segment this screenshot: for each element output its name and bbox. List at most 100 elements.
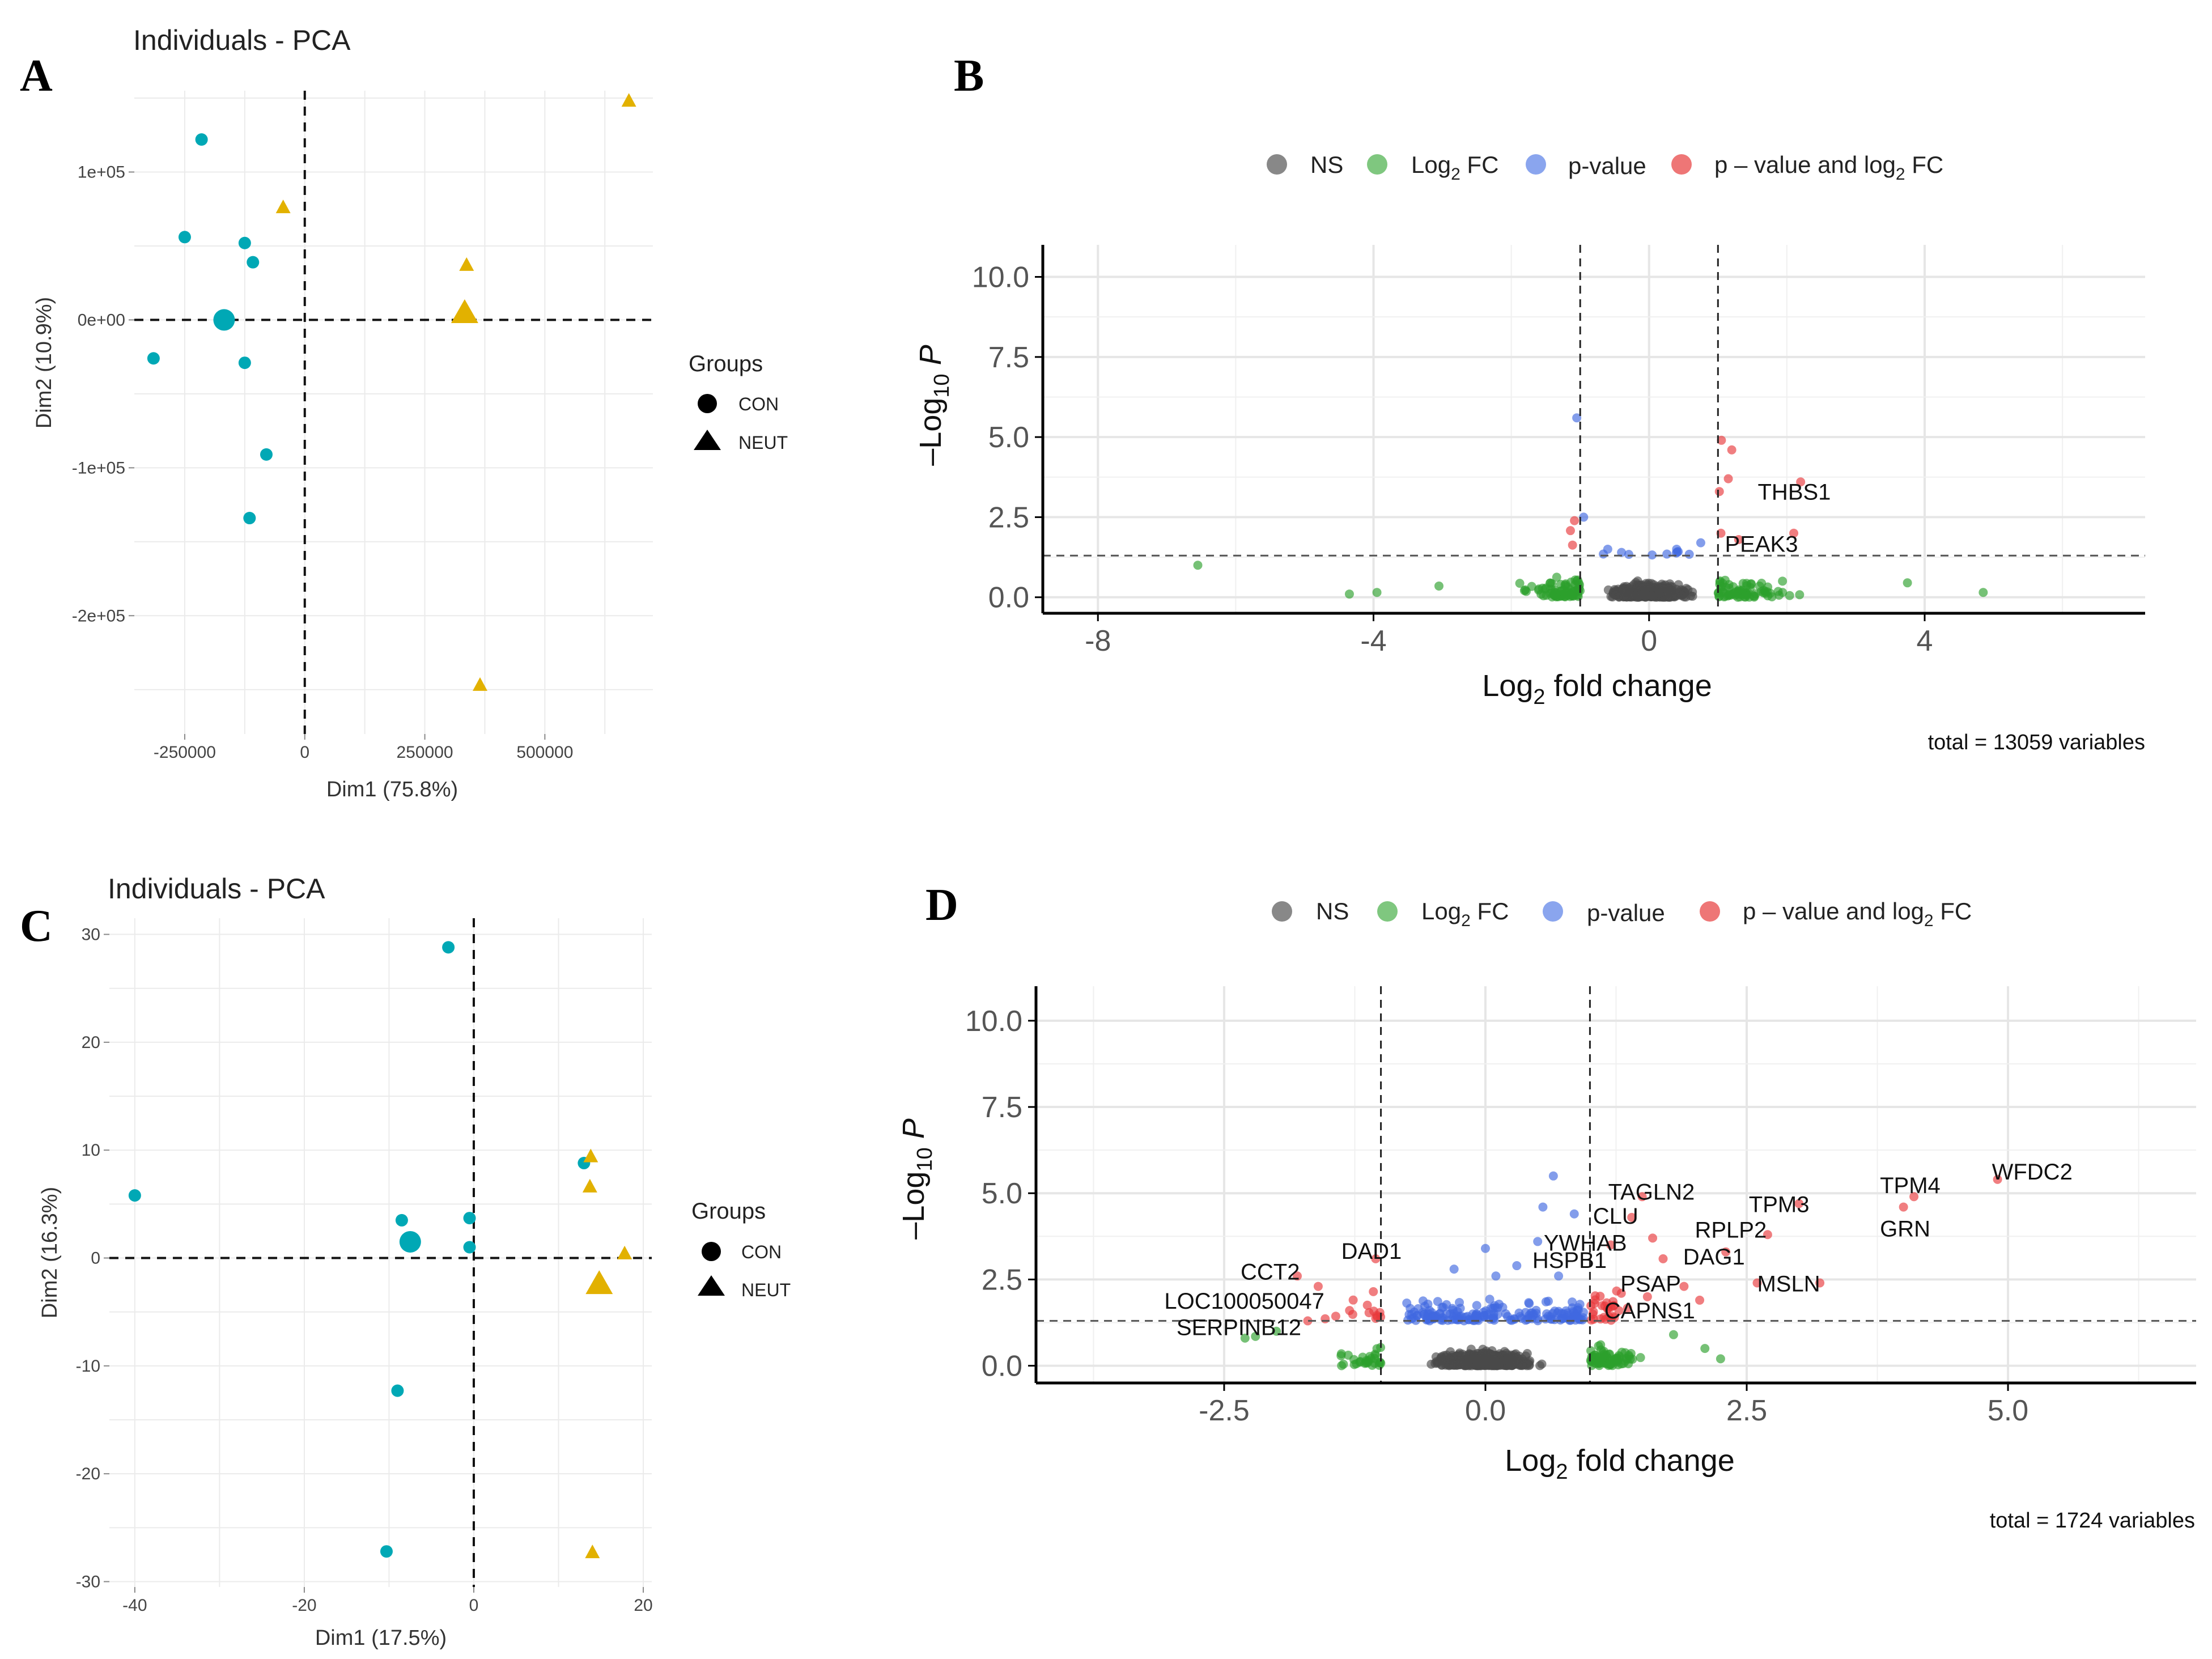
d-ns-point <box>1488 1353 1498 1363</box>
b-log2fc-point <box>1552 572 1561 582</box>
panel-d-y-tick: 0.0 <box>982 1350 1022 1383</box>
b-log2fc-point <box>1750 592 1759 602</box>
d-pvalue-point <box>1538 1202 1548 1212</box>
d-ns-point <box>1512 1356 1521 1365</box>
panel-b-x-tick: 0 <box>1641 625 1657 657</box>
panel-b-y-tick: 7.5 <box>988 341 1029 374</box>
d-significant-point <box>1371 1254 1381 1263</box>
a-neut-centroid <box>451 299 478 323</box>
b-pvalue-point <box>1572 413 1582 423</box>
c-con-point <box>380 1545 393 1558</box>
panel-c-x-tick: -40 <box>122 1596 147 1615</box>
panel-b-legend-log2fc-marker <box>1367 154 1387 175</box>
d-ns-point <box>1437 1356 1446 1365</box>
c-con-point <box>395 1214 408 1227</box>
a-con-point <box>247 256 260 269</box>
d-significant-point <box>1815 1278 1825 1288</box>
panel-a-points <box>147 93 636 691</box>
panel-d-threshold-lines <box>1036 986 2196 1383</box>
d-significant-point <box>1589 1307 1598 1317</box>
c-con-point <box>442 941 455 954</box>
panel-a-y-axis-label: Dim2 (10.9%) <box>32 297 56 428</box>
d-pvalue-point <box>1460 1312 1470 1322</box>
panel-d-gene-label: PSAP <box>1620 1271 1681 1296</box>
panel-c-legend-con-label: CON <box>741 1242 782 1262</box>
b-log2fc-point <box>1344 589 1354 599</box>
d-significant-point <box>1721 1247 1731 1257</box>
d-pvalue-point <box>1485 1314 1495 1324</box>
panel-d-gene-label: DAG1 <box>1683 1245 1745 1270</box>
d-ns-point <box>1535 1361 1545 1371</box>
panel-d-legend-both-label: p – value and log2 FC <box>1743 898 1972 930</box>
panel-b-gene-label: PEAK3 <box>1725 532 1798 557</box>
panel-b-y-tick: 10.0 <box>972 261 1029 294</box>
panel-d-legend: NS Log2 FC p-value p – value and log2 FC <box>1272 898 1972 930</box>
d-significant-point <box>1899 1202 1908 1212</box>
b-log2fc-point <box>1755 581 1764 591</box>
d-log2fc-point <box>1240 1333 1250 1343</box>
panel-b-y-tick: 0.0 <box>988 582 1029 614</box>
d-significant-point <box>1606 1302 1616 1312</box>
d-pvalue-point <box>1528 1310 1538 1320</box>
d-pvalue-point <box>1485 1295 1495 1304</box>
panel-c-tick-labels: -40 -20 0 20 30 20 10 0 -10 -20 -30 <box>76 926 653 1615</box>
a-con-point <box>195 133 208 146</box>
panel-d-legend-ns-label: NS <box>1316 898 1349 924</box>
b-significant-point <box>1723 474 1733 483</box>
panel-d-x-tick: 0.0 <box>1465 1394 1506 1427</box>
panel-b-y-axis-label: –Log10 P <box>914 345 954 465</box>
panel-a-title: Individuals - PCA <box>133 24 351 56</box>
c-con-point <box>463 1212 476 1225</box>
panel-b-y-tick: 2.5 <box>988 501 1029 534</box>
panel-d-gene-label: YWHAB <box>1544 1231 1627 1256</box>
panel-b-gridlines <box>1043 245 2145 613</box>
d-significant-point <box>1313 1282 1323 1291</box>
d-pvalue-point <box>1574 1315 1584 1325</box>
panel-a-gridlines <box>134 91 653 734</box>
panel-a-legend-title: Groups <box>689 351 763 376</box>
a-neut-point <box>621 93 636 107</box>
d-significant-point <box>1345 1306 1355 1316</box>
d-pvalue-point <box>1569 1209 1579 1219</box>
panel-b-y-tick: 5.0 <box>988 421 1029 454</box>
panel-d-x-tick: 5.0 <box>1988 1394 2028 1427</box>
a-neut-point <box>459 257 474 271</box>
panel-d-points <box>1240 1171 2002 1371</box>
b-log2fc-point <box>1536 589 1546 599</box>
d-pvalue-point <box>1525 1299 1534 1308</box>
b-log2fc-point <box>1765 588 1775 598</box>
b-ns-point <box>1679 589 1689 599</box>
d-significant-point <box>1616 1288 1626 1298</box>
b-pvalue-point <box>1662 549 1672 559</box>
panel-d-legend-ns-marker <box>1272 901 1292 922</box>
panel-b-tick-labels: -8 -4 0 4 0.0 2.5 5.0 7.5 10.0 <box>972 261 1933 657</box>
panel-c-y-tick: -10 <box>76 1357 100 1376</box>
panel-b-legend-log2fc-label: Log2 FC <box>1411 151 1498 184</box>
c-neut-centroid <box>585 1270 613 1295</box>
a-con-point <box>238 357 251 370</box>
b-log2fc-point <box>1572 576 1582 585</box>
panel-d-gene-label: TPM3 <box>1749 1192 1810 1217</box>
panel-d-gene-label: MSLN <box>1757 1271 1820 1296</box>
panel-d-gene-label: TPM4 <box>1880 1173 1941 1198</box>
panel-c-points <box>128 941 632 1559</box>
d-log2fc-point <box>1339 1359 1348 1369</box>
panel-b-legend-ns-label: NS <box>1310 151 1343 178</box>
b-log2fc-point <box>1434 581 1443 591</box>
d-log2fc-point <box>1272 1326 1281 1336</box>
b-significant-point <box>1565 526 1575 536</box>
d-pvalue-point <box>1442 1300 1451 1309</box>
d-significant-point <box>1752 1278 1762 1288</box>
d-ns-point <box>1525 1357 1534 1367</box>
d-pvalue-point <box>1402 1299 1412 1308</box>
d-significant-point <box>1658 1254 1668 1263</box>
panel-a-legend-neut-marker <box>694 430 721 450</box>
d-significant-point <box>1595 1291 1605 1301</box>
panel-c-x-axis-label: Dim1 (17.5%) <box>315 1626 447 1650</box>
d-ns-point <box>1460 1361 1470 1371</box>
b-log2fc-point <box>1372 588 1382 597</box>
panel-d-y-tick: 5.0 <box>982 1177 1022 1210</box>
d-pvalue-point <box>1512 1261 1522 1271</box>
d-significant-point <box>1642 1292 1652 1301</box>
panel-d-legend-both-marker <box>1700 901 1720 922</box>
